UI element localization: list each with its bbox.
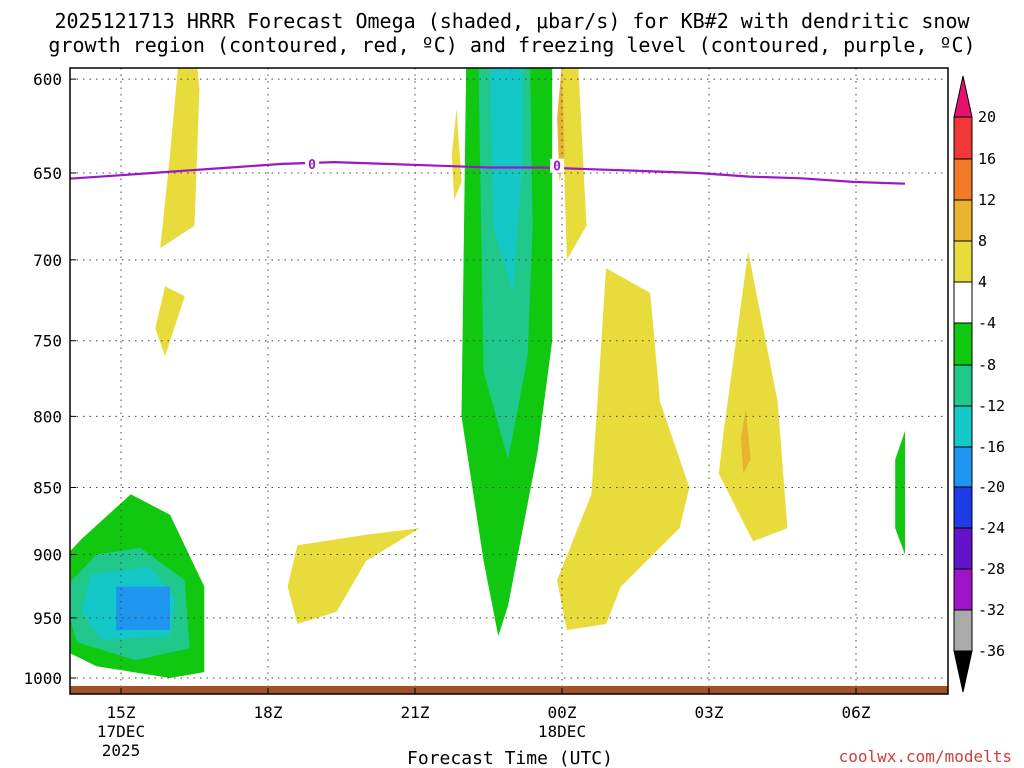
colorbar-tick-label: -32 [978,601,1005,619]
colorbar-tick-label: -16 [978,438,1005,456]
colorbar-arrow-bottom [953,650,973,693]
colorbar-segment [953,609,973,652]
omega-region-blue-column [510,68,512,80]
colorbar-segment [953,568,973,611]
colorbar-tick-label: 20 [978,108,996,126]
omega-region-yellow-small-a [160,68,200,249]
x-tick-year: 2025 [102,741,141,760]
x-tick-label: 18Z [254,703,283,722]
colorbar-tick-label: -8 [978,356,996,374]
colorbar-segment [953,364,973,407]
omega-region-orange-spot-b [740,409,751,474]
colorbar-tick-label: -28 [978,560,1005,578]
credit-text: coolwx.com/modelts [839,747,1012,766]
contour-freezing-level [70,160,906,185]
omega-region-blue-bottom-left [116,586,170,631]
chart-title-line1: 2025121713 HRRR Forecast Omega (shaded, … [54,9,970,33]
colorbar-segment [953,199,973,242]
y-axis: 2503003504004505005506006507007508008509… [23,70,76,688]
colorbar-tick-label: 4 [978,273,987,291]
temperature-contours [70,160,906,185]
x-tick-label: 00Z [548,703,577,722]
colorbar-tick-label: 16 [978,150,996,168]
y-tick-label: 700 [33,251,62,270]
plot-frame [69,67,949,695]
omega-region-yellow-small-b [155,286,185,357]
contour-labels: -18-18-12-1200 [305,156,565,175]
contour-label-bg [550,158,565,173]
omega-region-green-right-edge [895,431,905,555]
colorbar-tick-label: -24 [978,519,1005,537]
omega-region-yellow-sliver [451,108,462,200]
x-tick-date: 17DEC [97,722,145,741]
colorbar-tick-label: -4 [978,314,996,332]
y-tick-label: 900 [33,545,62,564]
y-tick-label: 1000 [23,669,62,688]
omega-region-yellow-lower-mid [287,528,420,624]
colorbar-segment [953,405,973,448]
colorbar-segment [953,240,973,283]
x-tick-label: 21Z [401,703,430,722]
colorbar-tick-label: 8 [978,232,987,250]
colorbar-segment [953,486,973,529]
colorbar-arrow-top [953,75,973,118]
colorbar-tick-label: -12 [978,397,1005,415]
x-tick-label: 06Z [842,703,871,722]
omega-region-yellow-far-right [718,251,788,542]
y-tick-label: 750 [33,332,62,351]
x-axis-label: Forecast Time (UTC) [407,748,613,768]
y-tick-label: 950 [33,609,62,628]
omega-region-orange-spot-a [557,68,565,182]
x-tick-label: 15Z [107,703,136,722]
ground-strip [70,686,948,694]
colorbar-tick-label: -36 [978,642,1005,660]
omega-region-cyan-column [490,68,523,293]
colorbar-segment [953,322,973,366]
contour-label: 0 [553,160,561,175]
x-tick-date: 18DEC [538,722,586,741]
omega-region-yellow-lower-right [557,268,690,631]
contour-label: 0 [308,158,316,173]
y-tick-label: 800 [33,407,62,426]
colorbar: 20 16 12 8 4 -4 -8 -12 -16 -20 -24 -28 -32 -36 [953,75,1005,693]
y-tick-label: 600 [33,70,62,89]
colorbar-segment [953,158,973,201]
x-tick-label: 03Z [695,703,724,722]
colorbar-tick-label: 12 [978,191,996,209]
omega-region-yellow-upper-right [562,68,587,260]
colorbar-segment [953,116,973,160]
contour-label-bg [305,156,320,171]
y-tick-label: 850 [33,478,62,497]
colorbar-segment [953,446,973,488]
omega-shading [70,68,905,678]
y-tick-label: 650 [33,164,62,183]
colorbar-segment [953,527,973,570]
colorbar-tick-label: -20 [978,478,1005,496]
colorbar-segment [953,281,973,324]
chart-title-line2: growth region (contoured, red, ºC) and f… [48,33,975,57]
